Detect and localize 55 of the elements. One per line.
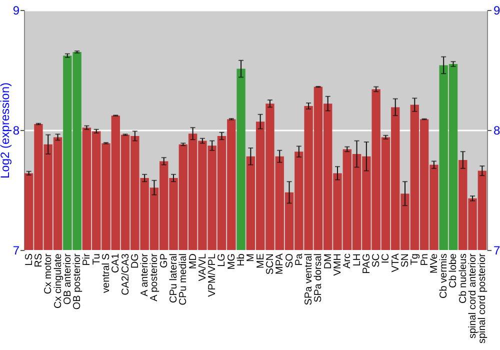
x-tick-label: LG <box>216 253 228 267</box>
x-tick-label: SC <box>371 254 382 268</box>
x-tick-label: IC <box>380 254 392 264</box>
x-tick-label: OB posterior <box>72 252 84 310</box>
x-tick-label: SPa dorsal <box>313 254 324 302</box>
x-tick-label: VPM/VPL <box>207 253 218 297</box>
x-tick-label: Hb <box>236 253 248 266</box>
x-tick-label: RS <box>33 253 44 268</box>
x-tick-label: SO <box>284 253 296 268</box>
x-tick-label: CPu medial <box>178 254 190 306</box>
x-tick-label: Arc <box>342 254 354 268</box>
y-tick-label: 8 <box>12 124 20 138</box>
x-tick-label: Pir <box>82 252 93 266</box>
x-tick-label: Cb vermis <box>438 254 450 299</box>
y2-tick-label: 9 <box>494 4 500 18</box>
x-tick-label: DM <box>322 254 334 270</box>
x-tick-label: Tg <box>410 254 421 266</box>
x-tick-label: Cb nucleus <box>458 254 469 304</box>
x-tick-label: PAG <box>361 253 372 274</box>
x-tick-label: SCN <box>264 254 276 275</box>
x-tick-label: spinal cord posterior <box>477 252 488 344</box>
x-tick-label: MVe <box>428 253 440 274</box>
x-tick-label: Tu <box>91 254 102 265</box>
x-tick-label: Cb lobe <box>448 253 460 288</box>
y-tick-label: 7 <box>12 244 20 258</box>
x-tick-label: ventral S <box>100 253 112 293</box>
x-tick-label: spinal cord anterior <box>468 252 479 339</box>
x-tick-label: M <box>246 254 257 262</box>
x-tick-label: VTA <box>390 253 402 272</box>
x-tick-label: CA2/CA3 <box>120 253 132 296</box>
y-axis-title: Log2 (expression) <box>0 82 12 179</box>
x-tick-label: SPa ventral <box>304 254 315 306</box>
x-tick-label: CPu lateral <box>168 254 180 303</box>
y2-tick-label: 8 <box>494 124 500 138</box>
x-tick-label: CA1 <box>110 253 122 273</box>
x-tick-label: Cx cingulate <box>52 253 64 309</box>
x-tick-label: OB anterior <box>62 252 74 305</box>
y-tick-label: 9 <box>12 4 20 18</box>
x-tick-label: A posterior <box>149 252 160 302</box>
x-tick-label: MD <box>188 254 199 270</box>
x-tick-label: A anterior <box>140 252 151 296</box>
x-tick-label: ME <box>255 253 266 268</box>
x-tick-label: VMH <box>332 254 344 276</box>
y2-tick-label: 7 <box>494 244 500 258</box>
x-tick-label: Cx motor <box>43 252 54 294</box>
x-tick-label: GP <box>158 253 170 268</box>
x-tick-label: DG <box>130 253 141 268</box>
x-tick-label: Pa <box>294 253 305 266</box>
x-tick-label: MPA <box>274 253 286 274</box>
x-tick-label: VA/VL <box>197 253 208 282</box>
x-tick-label: LS <box>24 253 35 266</box>
x-tick-label: SN <box>400 254 412 268</box>
x-tick-label: MG <box>226 253 238 270</box>
x-tick-label: LH <box>352 254 363 266</box>
x-tick-label: Pn <box>419 254 430 266</box>
